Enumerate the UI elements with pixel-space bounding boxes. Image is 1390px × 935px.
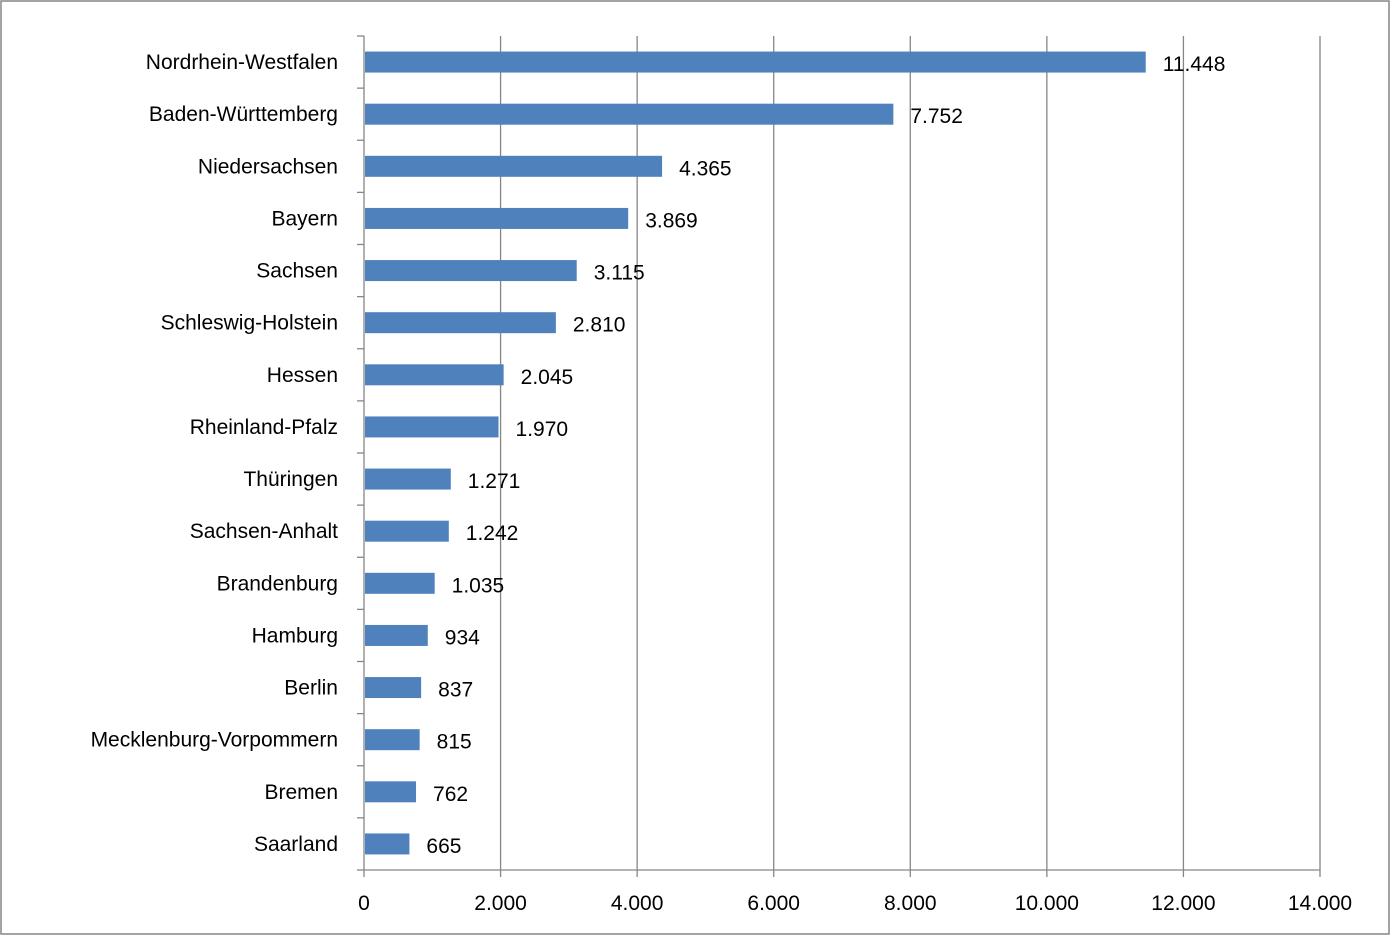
data-label: 762 [433,783,468,806]
x-tick-label: 2.000 [474,892,527,915]
data-label: 1.242 [466,522,519,545]
category-label: Rheinland-Pfalz [190,416,338,439]
bar [365,833,410,855]
category-label: Hamburg [252,624,338,647]
labels: 0 2.000 4.000 6.000 8.000 10.000 12.000 14.000 N… [91,51,1353,915]
data-label: 837 [438,679,473,702]
category-label: Thüringen [243,468,338,491]
bar [365,207,629,229]
bar [365,103,894,125]
x-tick-label: 8.000 [884,892,937,915]
data-label: 1.035 [452,574,505,597]
data-label: 934 [445,626,480,649]
bar [365,729,420,751]
data-label: 1.970 [516,418,569,441]
x-tick-label: 0 [358,892,370,915]
x-tick-label: 12.000 [1151,892,1215,915]
bar [365,155,663,177]
category-label: Berlin [284,677,338,700]
data-label: 815 [437,731,472,754]
data-label: 665 [426,835,461,858]
bar [365,520,449,542]
bar [365,51,1146,73]
bar [365,781,417,803]
category-label: Nordrhein-Westfalen [146,51,338,74]
category-label: Hessen [267,364,338,387]
bar [365,312,556,334]
data-label: 3.869 [645,209,698,232]
category-label: Baden-Württemberg [149,103,338,126]
category-label: Mecklenburg-Vorpommern [91,729,338,752]
category-label: Bayern [271,207,338,230]
x-tick-label: 10.000 [1015,892,1079,915]
category-label: Schleswig-Holstein [161,312,338,335]
data-label: 2.810 [573,314,626,337]
x-tick-label: 14.000 [1288,892,1352,915]
category-label: Saarland [254,833,338,856]
category-label: Brandenburg [217,572,338,595]
bar [365,677,422,699]
bar [365,624,428,646]
bar [365,260,577,282]
bar [365,416,499,438]
category-label: Bremen [264,781,338,804]
data-label: 2.045 [521,366,574,389]
data-label: 4.365 [679,157,732,180]
bar [365,364,504,386]
data-label: 11.448 [1163,53,1226,76]
axes [357,35,1321,877]
x-tick-label: 4.000 [611,892,664,915]
data-label: 3.115 [594,262,645,285]
category-label: Sachsen [256,260,338,283]
category-label: Sachsen-Anhalt [190,520,338,543]
bar [365,572,435,594]
x-tick-label: 6.000 [747,892,800,915]
data-label: 7.752 [910,105,963,128]
data-label: 1.271 [468,470,521,493]
bar [365,468,451,490]
category-label: Niedersachsen [198,155,338,178]
bars [365,51,1146,855]
